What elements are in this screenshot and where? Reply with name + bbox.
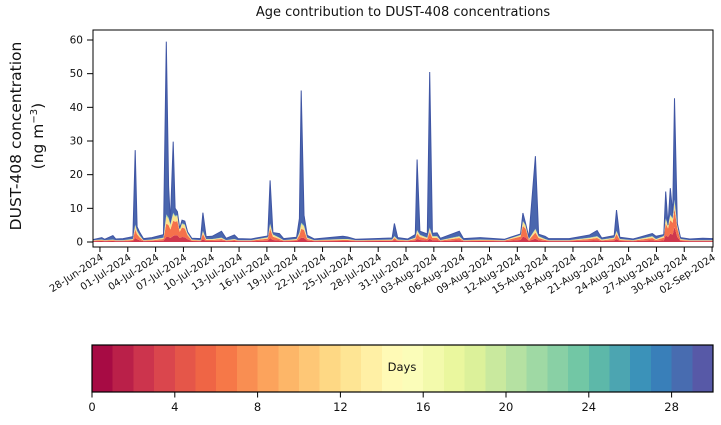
colorbar-bin xyxy=(588,345,610,392)
colorbar-tick-label: 12 xyxy=(333,400,348,414)
colorbar-bin xyxy=(609,345,631,392)
colorbar-bin xyxy=(464,345,486,392)
colorbar-bin xyxy=(443,345,465,392)
colorbar-bin xyxy=(195,345,217,392)
y-tick-label: 60 xyxy=(70,35,83,47)
colorbar-tick-label: 20 xyxy=(499,400,514,414)
colorbar-bin xyxy=(692,345,714,392)
colorbar-bin xyxy=(133,345,155,392)
y-tick-label: 50 xyxy=(70,68,83,80)
colorbar: 0 4 8 12 16 20 24 28 xyxy=(88,344,714,414)
colorbar-tick-label: 8 xyxy=(254,400,261,414)
y-tick-label: 40 xyxy=(70,102,83,114)
colorbar-tick-label: 24 xyxy=(581,400,596,414)
y-tick-label: 10 xyxy=(70,203,83,215)
stacked-area-series xyxy=(92,41,714,242)
colorbar-bin xyxy=(630,345,652,392)
colorbar-tick-label: 4 xyxy=(171,400,178,414)
colorbar-bin xyxy=(154,345,176,392)
colorbar-tick-label: 0 xyxy=(88,400,95,414)
colorbar-bin xyxy=(299,345,320,392)
y-tick-label: 0 xyxy=(76,237,83,249)
colorbar-bin xyxy=(340,345,362,392)
colorbar-bin xyxy=(236,345,258,392)
age-layer-age-oldest xyxy=(93,41,713,241)
colorbar-bin xyxy=(278,345,300,392)
colorbar-tick-label: 28 xyxy=(664,400,679,414)
colorbar-bin xyxy=(568,345,590,392)
colorbar-bin xyxy=(216,345,238,392)
colorbar-bin xyxy=(506,345,527,392)
colorbar-bin xyxy=(381,345,403,392)
plot-border xyxy=(92,29,714,248)
total-envelope-line xyxy=(92,41,714,241)
y-axis: 0 10 20 30 40 50 60 xyxy=(70,35,93,249)
colorbar-tick-label: 16 xyxy=(416,400,431,414)
colorbar-border xyxy=(91,344,714,393)
colorbar-bin xyxy=(319,345,341,392)
age-layer-age-youngest xyxy=(93,226,713,242)
y-tick-label: 20 xyxy=(70,169,83,181)
colorbar-bin xyxy=(257,345,279,392)
colorbar-bin xyxy=(671,345,693,392)
colorbar-bin xyxy=(547,345,569,392)
colorbar-bin xyxy=(485,345,507,392)
y-tick-label: 30 xyxy=(70,136,83,148)
colorbar-bin xyxy=(650,345,672,392)
colorbar-bin xyxy=(112,345,134,392)
colorbar-bin xyxy=(174,345,196,392)
colorbar-bin xyxy=(423,345,445,392)
colorbar-bin xyxy=(92,345,113,392)
colorbar-bin xyxy=(526,345,548,392)
x-axis: 28-Jun-202401-Jul-202404-Jul-202407-Jul-… xyxy=(48,247,718,297)
colorbar-bin xyxy=(361,345,383,392)
colorbar-bin xyxy=(402,345,424,392)
